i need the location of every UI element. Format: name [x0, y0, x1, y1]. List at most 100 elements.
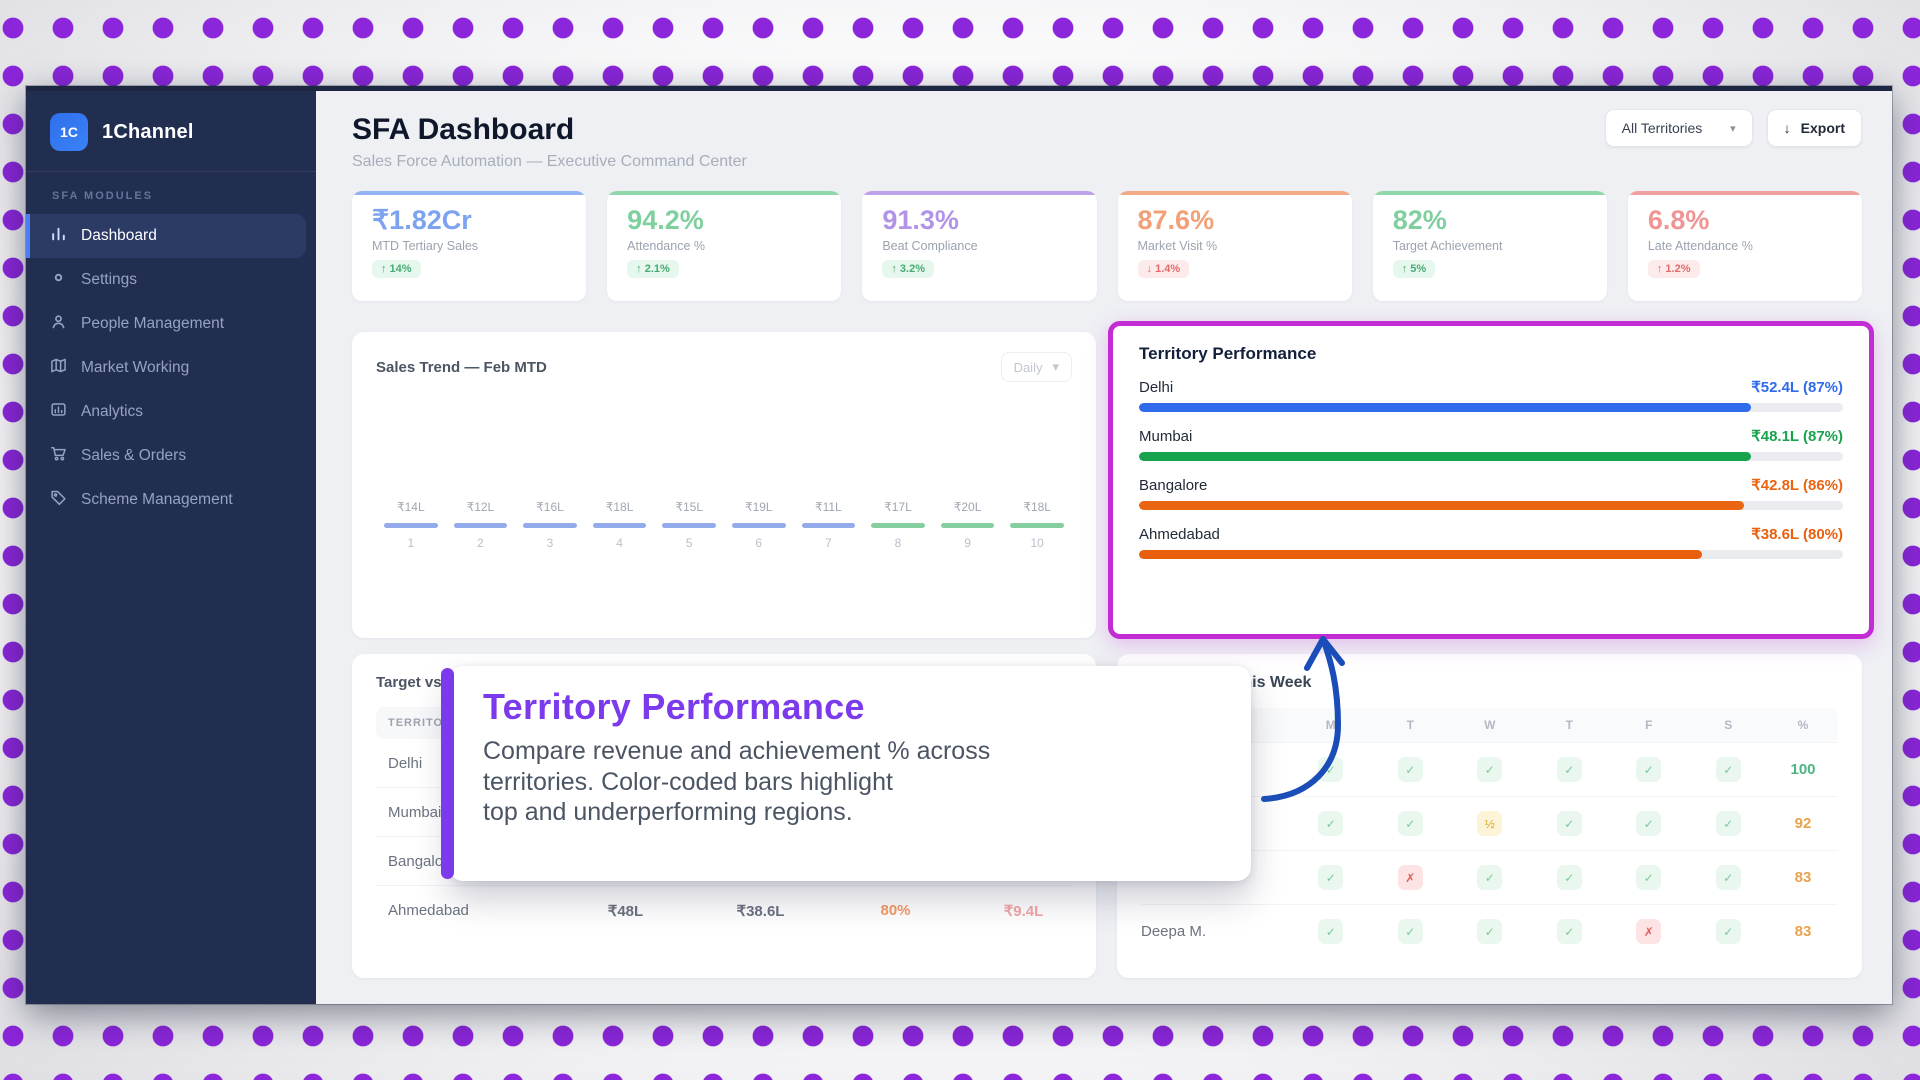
progress-track	[1139, 550, 1843, 559]
attendance-mark: ✓	[1397, 757, 1423, 782]
spark-day: 1	[407, 536, 415, 550]
spark-value: ₹11L	[814, 500, 842, 514]
spark-bar	[731, 523, 786, 528]
day-header: F	[1645, 718, 1653, 732]
spark-col: ₹20L 9	[933, 500, 1003, 550]
spark-bar	[662, 523, 716, 528]
territory-filter-dropdown[interactable]: All Territories ▾	[1604, 109, 1753, 147]
attendance-mark: ✓	[1556, 811, 1582, 836]
sidebar-item-label: Settings	[81, 271, 138, 288]
spark-value: ₹20L	[953, 500, 982, 514]
spark-day: 4	[616, 536, 623, 550]
attendance-percent: 92	[1794, 815, 1812, 832]
attendance-percent: 83	[1794, 923, 1812, 940]
export-button[interactable]: ↓ Export	[1766, 109, 1862, 147]
spark-value: ₹12L	[466, 500, 495, 514]
sidebar-item-market-working[interactable]: Market Working	[26, 346, 316, 390]
sidebar-item-analytics[interactable]: Analytics	[26, 390, 316, 434]
spark-day: 6	[755, 536, 763, 550]
table-row: Bangalore	[376, 837, 1072, 886]
attendance-mark: ✓	[1715, 757, 1741, 782]
kpi-label: Attendance %	[627, 239, 706, 253]
kpi-delta-badge: ↑ 14%	[372, 260, 421, 278]
kpi-value: 91.3%	[882, 205, 959, 235]
spark-day: 9	[964, 536, 971, 550]
spark-bar	[801, 523, 856, 528]
territory-filter-value: All Territories	[1621, 120, 1703, 136]
kpi-delta-badge: ↑ 3.2%	[882, 260, 934, 278]
sidebar-item-sales-orders[interactable]: Sales & Orders	[26, 434, 316, 478]
progress-track	[1139, 501, 1843, 510]
callout-accent-bar	[441, 668, 454, 879]
attendance-mark: ✓	[1556, 865, 1582, 890]
row-territory: Mumbai	[388, 803, 442, 821]
sidebar-item-people-management[interactable]: People Management	[26, 302, 316, 346]
day-header: T	[1565, 718, 1573, 732]
attendance-mark: ✓	[1397, 919, 1423, 944]
trend-range-select[interactable]: Daily ▾	[1000, 352, 1072, 382]
spark-bar	[1010, 523, 1064, 528]
bar-chart-icon	[50, 225, 67, 247]
territory-row-ahmedabad: Ahmedabad ₹38.6L (80%)	[1139, 525, 1843, 559]
attendance-mark: ✓	[1318, 811, 1344, 836]
spark-value: ₹18L	[1023, 500, 1051, 514]
sidebar-item-dashboard[interactable]: Dashboard	[26, 214, 306, 258]
day-header: %	[1797, 718, 1809, 732]
progress-fill	[1139, 501, 1745, 510]
sidebar-item-label: Sales & Orders	[81, 447, 187, 464]
day-header: W	[1484, 718, 1496, 732]
employee-name: Deepa M.	[1141, 923, 1207, 940]
attendance-mark: ✓	[1477, 865, 1503, 890]
dashboard-window: 1C 1Channel SFA MODULES Dashboard Settin…	[26, 86, 1892, 1004]
attendance-mark: ✓	[1397, 811, 1423, 836]
kpi-accent-strip	[1372, 191, 1607, 195]
spark-bar	[592, 523, 647, 528]
sidebar-item-settings[interactable]: Settings	[26, 258, 316, 302]
attendance-mark: ✗	[1397, 865, 1423, 890]
kpi-accent-strip	[607, 191, 842, 195]
kpi-accent-strip	[862, 191, 1097, 195]
analytics-icon	[50, 401, 67, 423]
kpi-delta-badge: ↑ 5%	[1392, 260, 1436, 278]
kpi-value: 87.6%	[1137, 205, 1215, 235]
attendance-mark: ✓	[1636, 865, 1662, 890]
attendance-mark: ✓	[1477, 757, 1503, 782]
callout-card: Territory Performance Compare revenue an…	[449, 666, 1251, 881]
chevron-down-icon: ▾	[1730, 122, 1736, 135]
tutorial-callout: Territory Performance Compare revenue an…	[441, 666, 1251, 881]
person-icon	[50, 313, 67, 335]
sidebar-item-label: People Management	[81, 315, 225, 332]
territory-performance-title: Territory Performance	[1139, 344, 1317, 363]
row-territory: Ahmedabad	[388, 902, 469, 919]
table-row: Ahmedabad ₹48L ₹38.6L 80% ₹9.4L	[388, 902, 1044, 920]
download-icon: ↓	[1783, 120, 1791, 136]
attendance-row: ✓ ✓ ½ ✓ ✓ ✓ 92	[1141, 796, 1838, 850]
kpi-value: ₹1.82Cr	[372, 205, 472, 235]
brand-name: 1Channel	[102, 120, 194, 143]
attendance-mark: ✓	[1715, 919, 1741, 944]
page-title: SFA Dashboard	[352, 113, 575, 146]
spark-col: ₹11L 7	[794, 500, 864, 550]
attendance-mark: ✓	[1318, 865, 1344, 890]
progress-fill	[1139, 452, 1752, 461]
kpi-value: 6.8%	[1647, 205, 1710, 235]
attendance-header: M T W T F S%	[1141, 708, 1838, 742]
sidebar-item-label: Dashboard	[81, 227, 157, 244]
territory-performance-panel-highlighted: Territory Performance Delhi ₹52.4L (87%) …	[1108, 321, 1874, 639]
cart-icon	[50, 445, 67, 467]
sidebar-item-label: Scheme Management	[81, 491, 233, 508]
kpi-label: Beat Compliance	[882, 239, 978, 253]
spark-col: ₹16L 3	[515, 500, 585, 550]
sidebar-item-scheme-management[interactable]: Scheme Management	[26, 478, 316, 522]
attendance-row: ✓ ✗ ✓ ✓ ✓ ✓ 83	[1141, 850, 1838, 904]
progress-track	[1139, 452, 1843, 461]
kpi-label: Late Attendance %	[1647, 239, 1753, 253]
day-header: M	[1325, 718, 1336, 732]
spark-day: 3	[546, 536, 554, 550]
kpi-label: MTD Tertiary Sales	[372, 239, 479, 253]
territory-value: ₹38.6L (80%)	[1751, 526, 1843, 543]
progress-fill	[1139, 403, 1752, 412]
spark-col: ₹15L 5	[654, 500, 724, 550]
kpi-card-target-achievement: 82% Target Achievement ↑ 5%	[1372, 191, 1607, 301]
attendance-mark: ✓	[1636, 757, 1662, 782]
